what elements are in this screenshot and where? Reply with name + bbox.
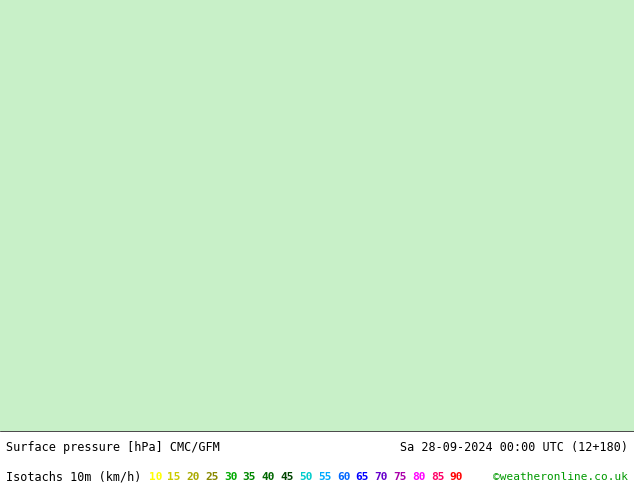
Text: 25: 25 bbox=[205, 472, 219, 482]
Text: 90: 90 bbox=[450, 472, 463, 482]
Text: 55: 55 bbox=[318, 472, 332, 482]
Text: 40: 40 bbox=[261, 472, 275, 482]
Text: 60: 60 bbox=[337, 472, 351, 482]
Text: ©weatheronline.co.uk: ©weatheronline.co.uk bbox=[493, 472, 628, 482]
Text: Isotachs 10m (km/h): Isotachs 10m (km/h) bbox=[6, 470, 142, 484]
Text: Sa 28-09-2024 00:00 UTC (12+180): Sa 28-09-2024 00:00 UTC (12+180) bbox=[399, 441, 628, 454]
Text: 80: 80 bbox=[412, 472, 425, 482]
Text: 20: 20 bbox=[186, 472, 200, 482]
Text: 75: 75 bbox=[393, 472, 407, 482]
Text: 50: 50 bbox=[299, 472, 313, 482]
Text: 10: 10 bbox=[148, 472, 162, 482]
Text: 35: 35 bbox=[243, 472, 256, 482]
Text: 70: 70 bbox=[375, 472, 388, 482]
Text: 30: 30 bbox=[224, 472, 237, 482]
Text: 15: 15 bbox=[167, 472, 181, 482]
Text: 45: 45 bbox=[280, 472, 294, 482]
Text: 85: 85 bbox=[431, 472, 444, 482]
Text: Surface pressure [hPa] CMC/GFM: Surface pressure [hPa] CMC/GFM bbox=[6, 441, 220, 454]
Text: 65: 65 bbox=[356, 472, 369, 482]
